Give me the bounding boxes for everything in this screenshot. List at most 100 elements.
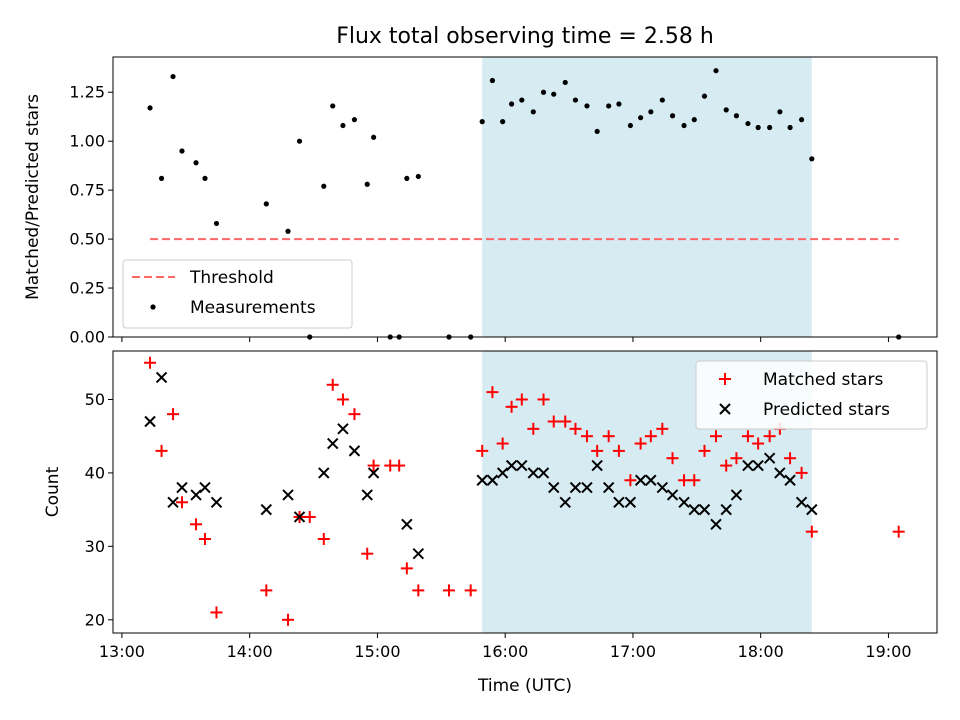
predicted-star-point <box>176 481 188 494</box>
predicted-star-point <box>293 511 306 523</box>
measurement-point <box>798 117 805 123</box>
count-y-tick-label: 20 <box>85 610 105 629</box>
predicted-star-point <box>806 503 818 516</box>
predicted-star-point <box>569 481 582 494</box>
measurement-point <box>202 175 208 181</box>
matched-star-point <box>260 584 273 597</box>
predicted-star-stroke-b <box>666 489 679 501</box>
predicted-star-stroke-b <box>293 511 306 523</box>
predicted-star-point <box>412 547 425 560</box>
measurement-point <box>296 138 303 144</box>
matched-star-point <box>612 444 625 457</box>
count-panel-frame <box>112 350 938 634</box>
matched-star-point <box>348 408 361 421</box>
matched-star-point <box>486 386 499 399</box>
predicted-star-stroke-b <box>806 503 818 516</box>
predicted-star-point <box>698 503 711 516</box>
measurement-point <box>562 79 568 86</box>
legend-measurements-swatch <box>150 304 156 310</box>
measurement-point <box>701 93 708 99</box>
measurement-point <box>364 181 370 187</box>
predicted-star-stroke-b <box>282 489 294 501</box>
predicted-star-point <box>645 474 657 486</box>
predicted-star-stroke-b <box>361 489 373 501</box>
legend-measurements-label: Measurements <box>190 298 316 318</box>
matched-star-point <box>476 444 489 457</box>
predicted-star-point <box>190 489 202 501</box>
predicted-star-point <box>260 503 273 516</box>
predicted-star-stroke-b <box>176 481 188 494</box>
legend-predicted-label: Predicted stars <box>763 400 890 420</box>
matched-star-point <box>537 393 550 406</box>
predicted-star-stroke-b <box>260 503 273 516</box>
ratio-y-tick-label: 0.50 <box>69 230 105 249</box>
predicted-star-stroke-b <box>698 503 711 516</box>
measurement-point <box>500 119 506 125</box>
matched-star-point <box>464 584 477 597</box>
x-tick-label: 14:00 <box>227 642 273 661</box>
predicted-star-stroke-b <box>688 503 700 516</box>
x-tick-label: 19:00 <box>865 642 911 661</box>
predicted-star-stroke-b <box>613 496 625 508</box>
count-y-tick-label: 40 <box>85 463 105 482</box>
predicted-star-point <box>559 496 571 508</box>
measurement-point <box>606 103 612 109</box>
predicted-star-point <box>752 459 764 472</box>
measurement-point <box>572 97 579 103</box>
predicted-star-point <box>634 474 647 486</box>
count-y-tick-label: 50 <box>85 390 105 409</box>
measurement-point <box>809 156 815 162</box>
predicted-star-point <box>337 423 349 435</box>
legend-matched-swatch <box>719 373 731 385</box>
x-tick-label: 15:00 <box>354 642 400 661</box>
measurement-point <box>263 201 269 207</box>
predicted-star-point <box>710 518 722 531</box>
predicted-star-stroke-b <box>527 467 540 479</box>
matched-star-point <box>602 430 615 443</box>
predicted-star-point <box>613 496 625 508</box>
predicted-star-stroke-b <box>155 371 168 384</box>
matched-star-point <box>752 437 765 450</box>
matched-star-point <box>591 444 604 457</box>
predicted-star-stroke-b <box>624 496 637 508</box>
x-tick-label: 16:00 <box>482 642 528 661</box>
predicted-star-stroke-b <box>210 496 223 508</box>
predicted-star-stroke-b <box>476 474 488 486</box>
measurement-point <box>489 77 496 84</box>
matched-star-point <box>155 444 168 457</box>
predicted-star-point <box>774 467 786 479</box>
measurement-point <box>415 173 421 180</box>
measurement-point <box>170 73 176 80</box>
observing-span-top <box>482 57 812 337</box>
matched-star-point <box>515 393 528 406</box>
predicted-star-point <box>624 496 637 508</box>
predicted-star-point <box>720 503 732 516</box>
matched-star-point <box>167 408 180 421</box>
predicted-star-stroke-b <box>774 467 786 479</box>
measurement-point <box>713 68 719 74</box>
matched-star-point <box>527 422 540 435</box>
ratio-y-tick-label: 0.75 <box>69 181 105 200</box>
predicted-star-point <box>282 489 294 501</box>
matched-star-point <box>367 459 380 472</box>
ratio-legend: Threshold Measurements <box>122 259 353 329</box>
predicted-star-stroke-b <box>486 474 499 486</box>
predicted-star-stroke-b <box>537 467 550 479</box>
matched-star-point <box>741 430 754 443</box>
predicted-star-stroke-b <box>548 481 560 494</box>
measurement-point <box>340 122 346 129</box>
predicted-star-stroke-b <box>784 474 796 486</box>
predicted-star-stroke-b <box>763 452 776 464</box>
x-axis-label: Time (UTC) <box>477 676 572 696</box>
count-legend: Matched stars Predicted stars <box>695 360 928 430</box>
matched-star-point <box>190 518 203 531</box>
matched-star-point <box>303 510 316 523</box>
predicted-star-point <box>602 481 615 494</box>
predicted-star-stroke-b <box>602 481 615 494</box>
predicted-star-stroke-b <box>742 459 754 472</box>
matched-star-point <box>688 474 701 487</box>
predicted-star-stroke-b <box>516 459 528 472</box>
predicted-star-stroke-b <box>144 415 156 428</box>
ratio-y-tick-label: 0.25 <box>69 279 105 298</box>
